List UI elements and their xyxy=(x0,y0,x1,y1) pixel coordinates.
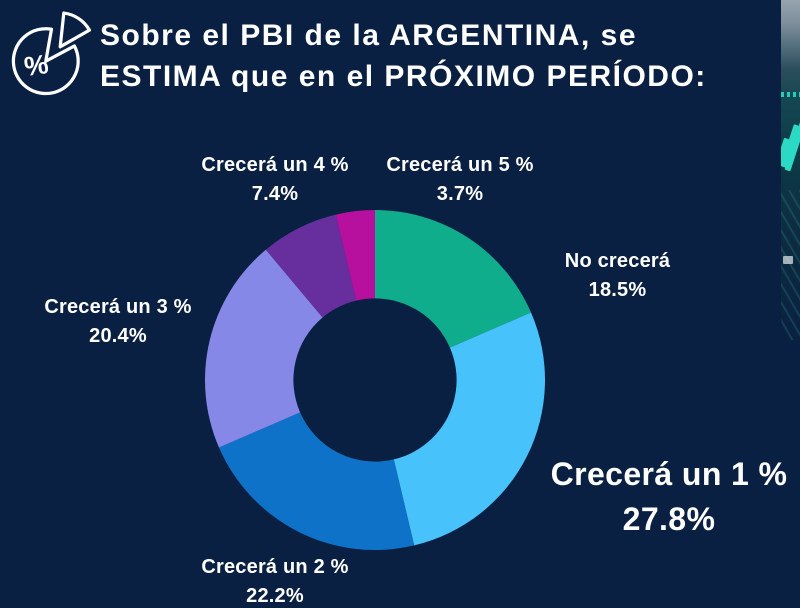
strip-ticker-glyphs xyxy=(781,92,800,97)
page-title: Sobre el PBI de la ARGENTINA, se ESTIMA … xyxy=(100,15,790,97)
donut-chart xyxy=(205,210,545,550)
slice-label: Crecerá un 3 % xyxy=(44,296,192,318)
slice-label: Crecerá un 2 % xyxy=(201,556,349,578)
slice-value: 3.7% xyxy=(436,183,484,205)
percent-glyph: % xyxy=(22,49,50,82)
slice-label: No crecerá xyxy=(564,250,671,272)
donut-slice-0 xyxy=(375,210,532,348)
label-crecera-1: Crecerá un 1 % 27.8% xyxy=(519,452,800,542)
pie-percent-icon: % xyxy=(11,11,92,96)
label-no-crecera: No crecerá 18.5% xyxy=(505,247,730,305)
donut-slice-1 xyxy=(393,312,545,546)
slice-value: 7.4% xyxy=(251,183,299,205)
donut-slice-4 xyxy=(265,214,357,318)
title-line-1: Sobre el PBI de la ARGENTINA, se xyxy=(100,19,638,52)
slice-label: Crecerá un 5 % xyxy=(386,154,534,176)
strip-grid-lines xyxy=(781,190,800,340)
background-photo-strip xyxy=(781,0,800,348)
slice-value: 20.4% xyxy=(89,325,147,347)
label-crecera-3: Crecerá un 3 % 20.4% xyxy=(10,293,226,351)
donut-slice-5 xyxy=(335,210,375,301)
label-crecera-2: Crecerá un 2 % 22.2% xyxy=(165,553,385,608)
slice-label: Crecerá un 1 % xyxy=(550,456,788,492)
strip-label-chip xyxy=(783,256,793,264)
slice-value: 18.5% xyxy=(588,279,647,301)
donut-slice-2 xyxy=(218,412,415,550)
label-crecera-4: Crecerá un 4 % 7.4% xyxy=(165,151,385,209)
slice-value: 27.8% xyxy=(622,501,716,537)
donut-slice-3 xyxy=(205,249,323,448)
title-line-2: ESTIMA que en el PRÓXIMO PERÍODO: xyxy=(100,60,707,93)
label-crecera-5: Crecerá un 5 % 3.7% xyxy=(350,151,570,209)
slice-label: Crecerá un 4 % xyxy=(201,154,349,176)
slice-value: 22.2% xyxy=(246,585,304,607)
